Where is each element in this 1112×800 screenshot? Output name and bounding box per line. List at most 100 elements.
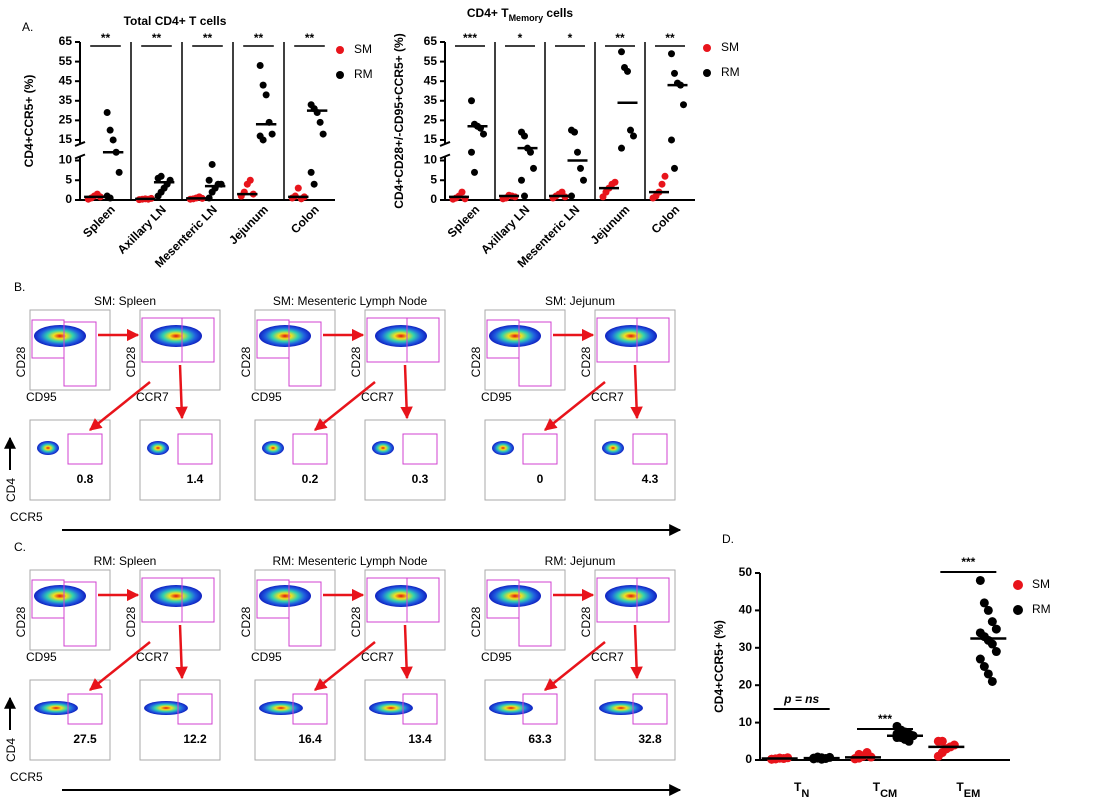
x-tick-label: Jejunum [226, 202, 271, 247]
axis-label: CD28 [239, 346, 253, 377]
flow-plot [29, 309, 111, 391]
density [605, 325, 657, 347]
density [259, 585, 311, 607]
axis-label: CD28 [239, 606, 253, 637]
legend-marker [703, 44, 711, 52]
flow-plot [139, 419, 221, 501]
data-point [949, 740, 959, 750]
y-tick-label: 40 [739, 603, 753, 617]
group-title: SM: Mesenteric Lymph Node [273, 294, 428, 308]
title-subscript: Memory [509, 13, 544, 23]
gate [67, 433, 103, 465]
title-text: Total CD4+ T cells [124, 14, 227, 28]
gate [181, 317, 215, 363]
data-point [115, 168, 123, 176]
axis-label: CD28 [349, 606, 363, 637]
axis-label: CD95 [251, 390, 282, 404]
x-tick-label: Spleen [80, 202, 118, 240]
title-suffix: cells [543, 6, 573, 20]
group-title: RM: Jejunum [545, 554, 616, 568]
data-point [319, 130, 327, 138]
data-point [577, 164, 584, 172]
gate [67, 693, 103, 725]
y-axis-label: CD4+CCR5+ (%) [22, 75, 36, 168]
data-point [521, 192, 528, 200]
legend-label: SM [354, 42, 372, 56]
gating-arrow [400, 364, 413, 420]
data-point [580, 176, 587, 184]
density [262, 441, 284, 455]
density [34, 701, 78, 715]
density [259, 325, 311, 347]
density [144, 701, 188, 715]
y-tick-label: 55 [424, 54, 438, 68]
density [602, 441, 624, 455]
x-tick-label: Colon [288, 202, 322, 236]
y-tick-label: 35 [424, 93, 438, 107]
legend-marker [1013, 605, 1023, 615]
significance: ** [254, 31, 264, 45]
axis-break [74, 153, 86, 160]
annotation: *** [878, 712, 892, 726]
annotation: p = ns [783, 692, 819, 706]
data-point [941, 744, 951, 754]
density [489, 701, 533, 715]
gate [177, 693, 213, 725]
axis-break [439, 141, 451, 147]
legend-marker [336, 46, 344, 54]
x-tick-label: Colon [648, 202, 682, 236]
data-point [975, 654, 985, 664]
axis-label: CD95 [26, 390, 57, 404]
data-point [975, 575, 985, 585]
significance: ** [203, 31, 213, 45]
significance: * [568, 31, 573, 45]
significance: ** [615, 31, 625, 45]
gate [518, 321, 552, 387]
data-point [480, 130, 487, 138]
data-point [527, 148, 534, 156]
data-point [630, 132, 637, 140]
x-tick-label: Jejunum [588, 202, 633, 247]
data-point [668, 50, 675, 58]
gate-value: 0.8 [77, 472, 94, 486]
data-point [458, 188, 466, 196]
y-tick-label: 15 [424, 132, 438, 146]
axis-label: CD28 [349, 346, 363, 377]
y-tick-label: 15 [59, 132, 73, 146]
gate-value: 32.8 [638, 732, 662, 746]
data-point [205, 194, 213, 202]
category: T [873, 780, 881, 794]
x-tick-label: Axillary LN [478, 202, 532, 256]
data-point [658, 180, 666, 188]
data-point [316, 118, 324, 126]
panel-label: C. [14, 540, 26, 554]
density [259, 701, 303, 715]
data-point [668, 136, 675, 144]
axis-label: CCR5 [10, 770, 43, 784]
gate [632, 693, 668, 725]
axis-label: CD28 [469, 346, 483, 377]
data-point [987, 639, 997, 649]
gate-value: 4.3 [642, 472, 659, 486]
axis-label: CD4 [4, 738, 18, 762]
y-tick-label: 25 [59, 113, 73, 127]
data-point [618, 48, 625, 56]
axis-break [74, 141, 86, 147]
y-tick-label: 20 [739, 677, 753, 691]
data-point [294, 184, 302, 192]
gate [522, 433, 558, 465]
data-point [259, 136, 267, 144]
gate [518, 581, 552, 647]
data-point [987, 676, 997, 686]
annotation: *** [961, 555, 975, 569]
axis-label: CCR7 [361, 390, 394, 404]
flow-plot [594, 419, 676, 501]
group-title: RM: Mesenteric Lymph Node [273, 554, 428, 568]
flow-plot [484, 419, 566, 501]
gate [63, 321, 97, 387]
chart-title: Total CD4+ T cells [124, 14, 227, 28]
gate [406, 577, 440, 623]
legend-marker [336, 71, 344, 79]
group-title: SM: Jejunum [545, 294, 615, 308]
